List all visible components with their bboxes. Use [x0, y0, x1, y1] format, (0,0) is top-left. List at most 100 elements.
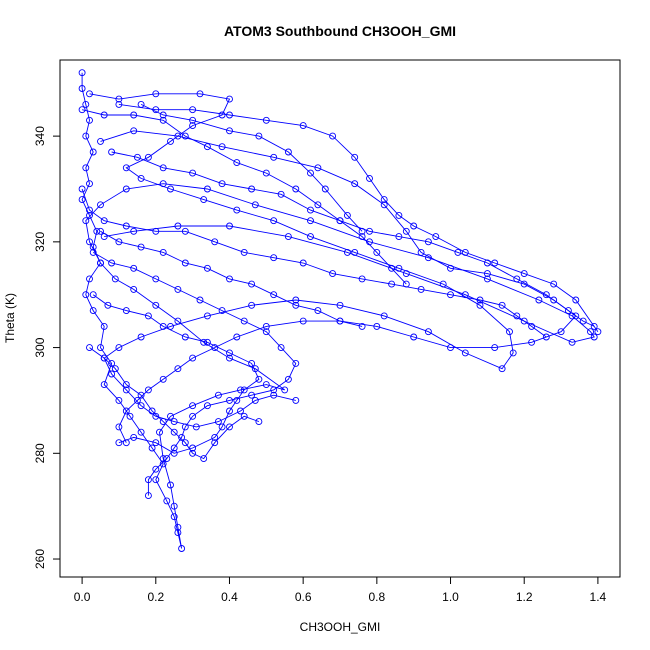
- x-tick-label: 0.6: [295, 590, 312, 604]
- data-point: [86, 344, 93, 352]
- data-point: [270, 291, 278, 299]
- data-point: [108, 370, 116, 378]
- series-line-8: [81, 109, 407, 285]
- data-point: [590, 333, 598, 341]
- data-point: [170, 418, 178, 426]
- data-point: [93, 227, 101, 235]
- data-point: [200, 196, 208, 204]
- data-point: [122, 185, 130, 193]
- data-point: [97, 259, 104, 267]
- data-point: [137, 391, 145, 399]
- data-point: [189, 444, 197, 452]
- data-point: [174, 529, 182, 537]
- data-point: [402, 227, 410, 235]
- data-point: [284, 375, 292, 383]
- x-tick-label: 0.8: [368, 590, 385, 604]
- data-point: [506, 328, 513, 336]
- data-point: [167, 481, 174, 489]
- data-point: [148, 407, 156, 415]
- data-point: [122, 307, 130, 315]
- data-point: [115, 238, 123, 246]
- data-point: [233, 159, 241, 167]
- data-point: [579, 317, 587, 325]
- data-point: [447, 264, 454, 272]
- data-point: [174, 132, 182, 140]
- data-point: [89, 291, 97, 299]
- data-point: [277, 190, 285, 198]
- data-point: [292, 185, 300, 193]
- data-point: [214, 391, 222, 399]
- data-point: [336, 301, 344, 309]
- data-point: [133, 396, 141, 404]
- data-point: [78, 196, 86, 204]
- data-point: [336, 317, 344, 325]
- data-point: [329, 132, 337, 140]
- data-point: [115, 95, 123, 103]
- x-axis: 0.0 0.2 0.4 0.6 0.8 1.0 1.2 1.4: [74, 576, 607, 604]
- x-tick-label: 0.4: [221, 590, 238, 604]
- data-point: [163, 497, 171, 505]
- data-point: [557, 328, 565, 336]
- data-point: [572, 296, 580, 304]
- x-axis-label: CH3OOH_GMI: [300, 620, 381, 634]
- data-point: [292, 301, 300, 309]
- data-point: [226, 95, 233, 103]
- data-point: [439, 280, 447, 288]
- y-axis: 260 280 300 320 340: [33, 126, 61, 569]
- data-point: [111, 365, 119, 373]
- data-point: [281, 386, 289, 394]
- data-point: [82, 164, 90, 172]
- data-point: [167, 137, 174, 145]
- data-point: [86, 116, 93, 124]
- data-point: [152, 275, 160, 283]
- data-point: [152, 476, 160, 484]
- data-point: [89, 148, 97, 156]
- data-point: [402, 280, 410, 288]
- data-point: [159, 460, 167, 468]
- data-point: [203, 143, 211, 151]
- data-point: [111, 275, 119, 283]
- data-point: [214, 418, 222, 426]
- data-point: [152, 106, 160, 114]
- data-point: [277, 344, 285, 352]
- data-point: [167, 412, 174, 420]
- series-line-4: [111, 151, 595, 327]
- data-point: [248, 185, 256, 193]
- data-point: [174, 365, 182, 373]
- data-point: [130, 111, 138, 119]
- data-point: [590, 322, 598, 330]
- data-point: [226, 423, 233, 431]
- data-point: [203, 185, 211, 193]
- data-point: [314, 164, 322, 172]
- data-point: [476, 301, 484, 309]
- y-tick-label: 260: [33, 549, 47, 569]
- data-point: [358, 322, 366, 330]
- data-point: [167, 322, 174, 330]
- data-point: [248, 301, 256, 309]
- x-tick-label: 1.4: [590, 590, 607, 604]
- data-point: [226, 407, 233, 415]
- data-point: [108, 148, 116, 156]
- data-point: [424, 238, 432, 246]
- data-point: [535, 296, 543, 304]
- data-point: [226, 111, 233, 119]
- data-point: [432, 233, 440, 241]
- series-line-11: [89, 347, 260, 460]
- data-point: [159, 322, 167, 330]
- data-point: [336, 217, 344, 225]
- data-point: [130, 227, 138, 235]
- data-point: [211, 238, 219, 246]
- data-point: [104, 301, 112, 309]
- series-line-9: [140, 103, 363, 232]
- data-point: [133, 153, 141, 161]
- series-line-6: [81, 188, 547, 338]
- data-point: [78, 106, 86, 114]
- data-point: [351, 180, 359, 188]
- data-point: [542, 333, 550, 341]
- data-point: [78, 69, 86, 77]
- data-point: [192, 423, 200, 431]
- data-point: [115, 439, 123, 447]
- data-point: [237, 407, 244, 415]
- data-point: [97, 201, 104, 209]
